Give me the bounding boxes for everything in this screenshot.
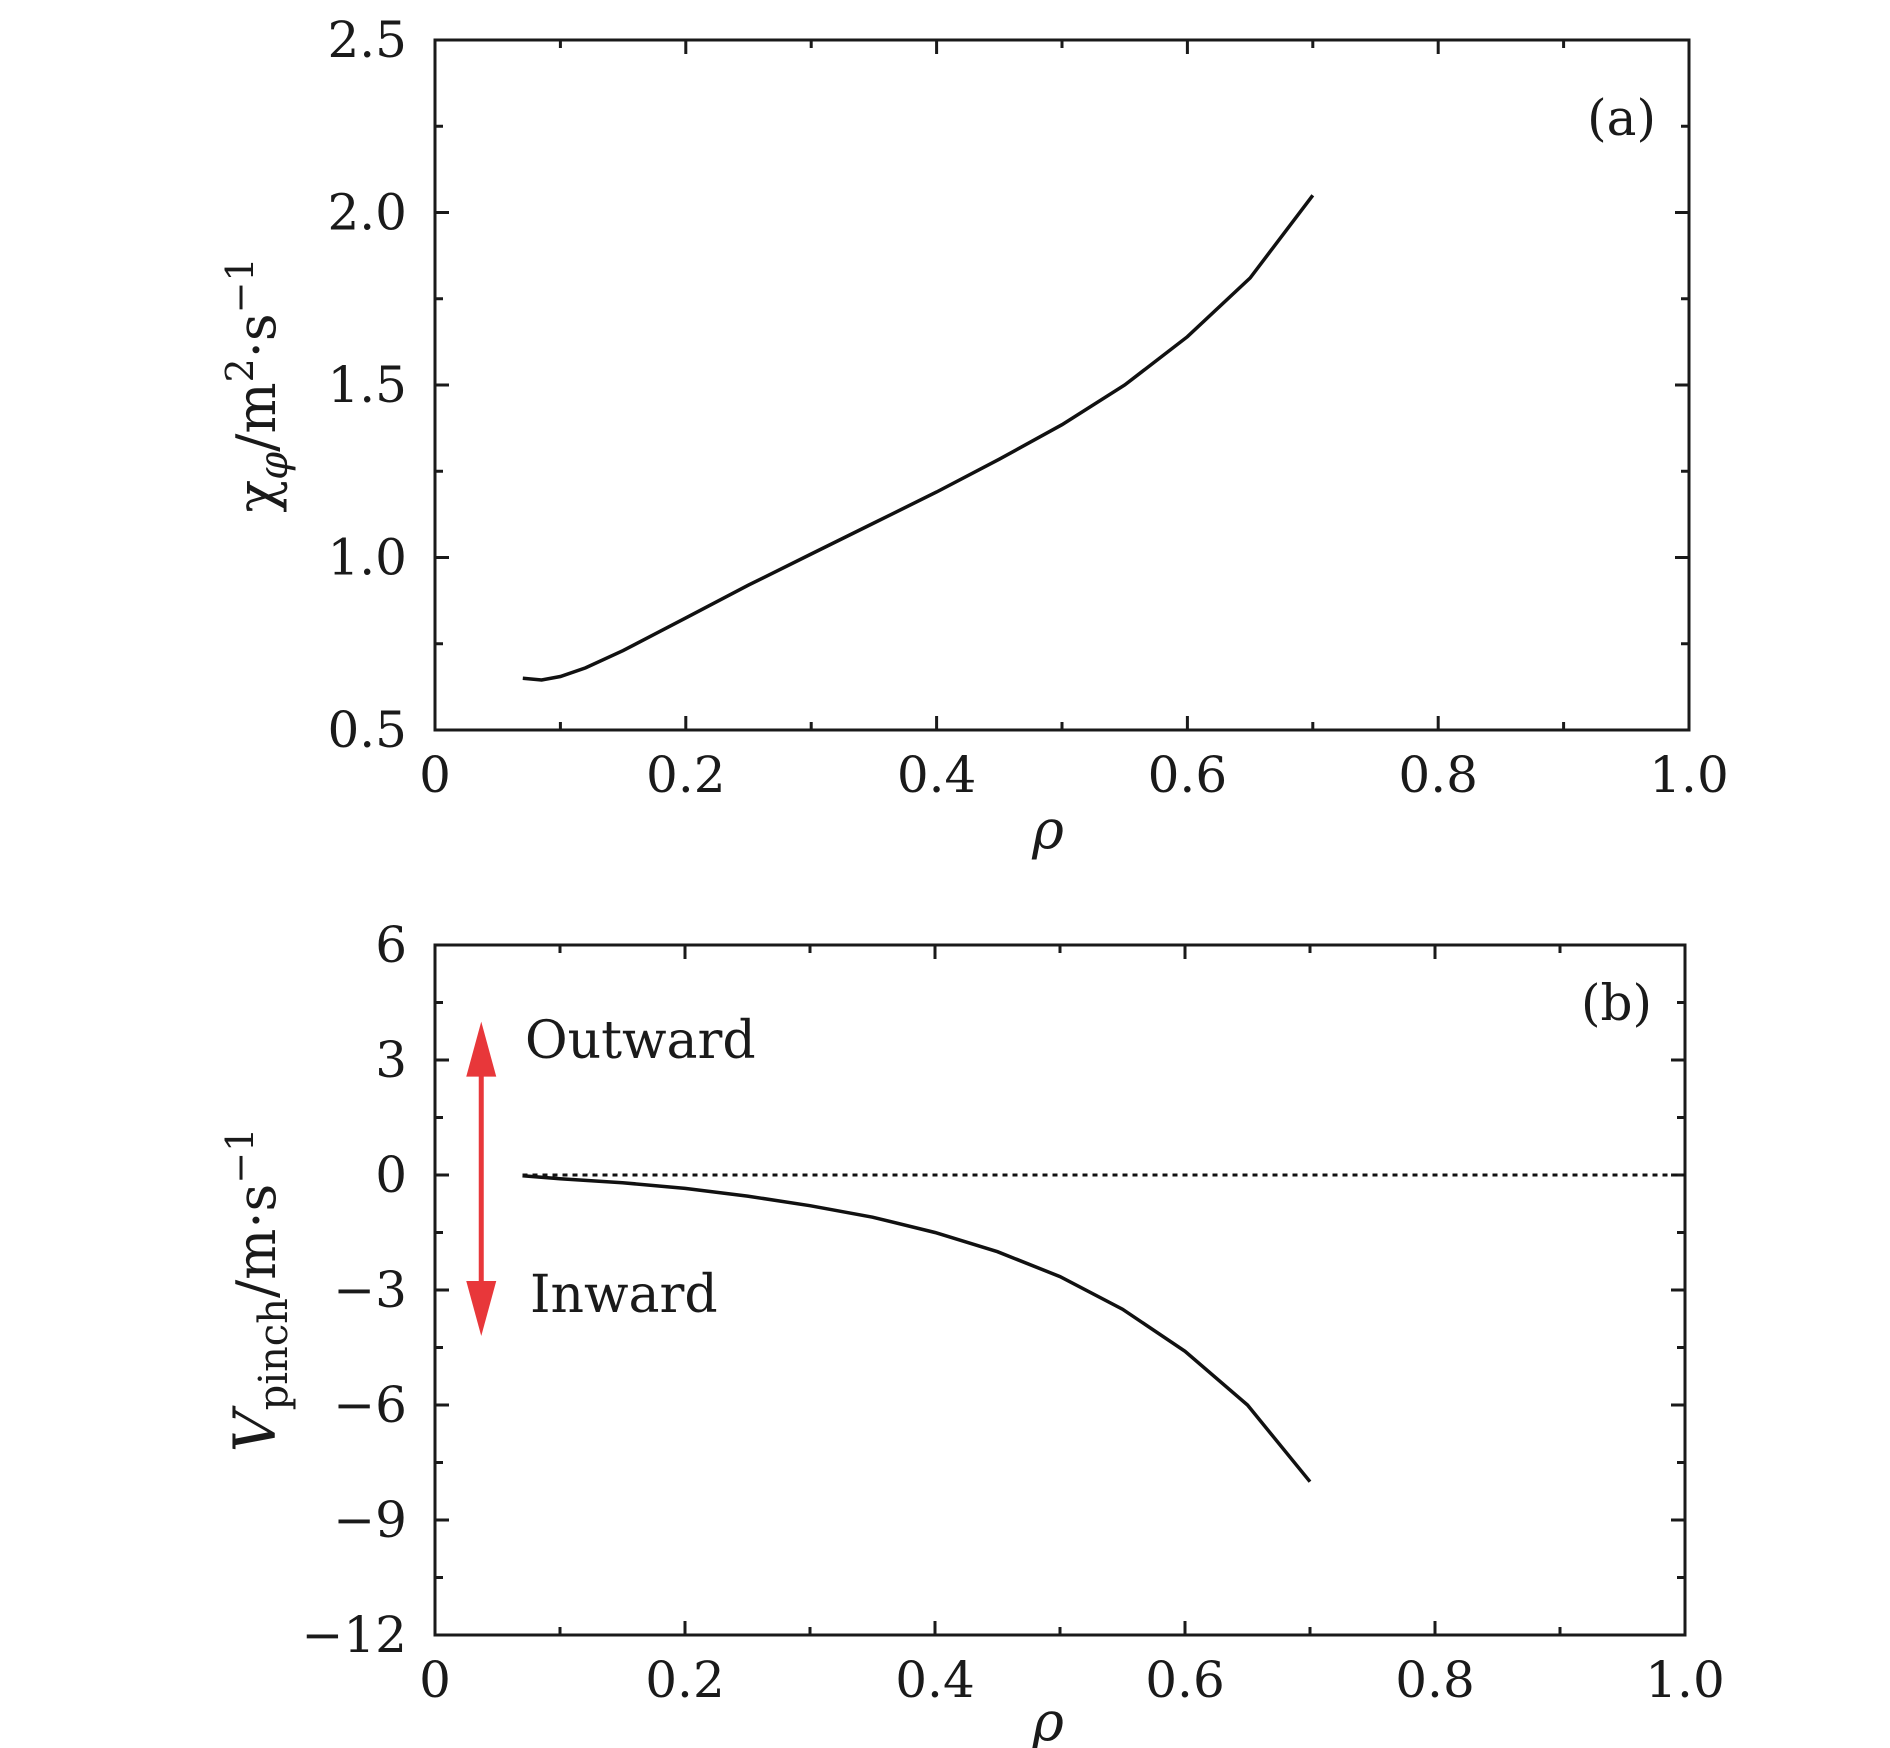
- panel-a-ylabel-unit-tail-sup: −1: [218, 257, 262, 313]
- panel-a-chi-curve: [522, 194, 1315, 682]
- panel-b-ylabel-sub: pinch: [251, 1298, 297, 1410]
- outward-label: Outward: [525, 1011, 756, 1071]
- panel-b-x-tick-label: 0.2: [645, 1651, 725, 1709]
- panel-b-x-axis-label: ρ: [1031, 1690, 1064, 1748]
- panel-b-pinch-curve: [522, 1174, 1312, 1483]
- panel-a-ylabel-main: χ: [225, 480, 288, 513]
- panel-b-tag: (b): [1581, 974, 1652, 1032]
- panel-a: 0 0.2 0.4 0.6 0.8 1.0 0.5 1.0 1.5 2.0 2.5 (a) ρ χ…: [218, 11, 1729, 861]
- panel-b-y-tick-label: −6: [333, 1376, 407, 1434]
- panel-a-tag: (a): [1587, 89, 1656, 147]
- panel-a-y-tick-label: 1.0: [327, 529, 407, 587]
- panel-a-x-tick-label: 0.4: [897, 746, 977, 804]
- arrow-head-down-icon: [466, 1281, 497, 1336]
- panel-a-y-tick-label: 2.5: [327, 11, 407, 69]
- panel-b-x-tick-label: 0.8: [1395, 1651, 1475, 1709]
- panel-b-x-tick-label: 0: [419, 1651, 451, 1709]
- panel-b-y-tick-label: −9: [333, 1491, 407, 1549]
- panel-a-y-axis-label: χφ/m2·s−1: [218, 257, 297, 512]
- panel-b-y-tick-label: 0: [375, 1146, 407, 1204]
- panel-b-y-tick-label: −3: [333, 1261, 407, 1319]
- panel-b: 0 0.2 0.4 0.6 0.8 1.0 −12 −9 −6 −3 0 3 6 Outward In…: [218, 916, 1725, 1748]
- panel-b-x-tick-labels: 0 0.2 0.4 0.6 0.8 1.0: [419, 1651, 1725, 1709]
- panel-b-x-tick-label: 1.0: [1645, 1651, 1725, 1709]
- panel-a-x-tick-label: 0.2: [646, 746, 726, 804]
- panel-b-y-tick-label: 6: [375, 916, 407, 974]
- panel-a-frame: [433, 38, 1691, 732]
- panel-b-x-tick-label: 0.4: [895, 1651, 975, 1709]
- panel-a-x-tick-label: 0: [419, 746, 451, 804]
- panel-b-ylabel-unit-sup: −1: [218, 1128, 262, 1184]
- panel-a-y-tick-label: 0.5: [327, 701, 407, 759]
- panel-a-ylabel-unit-tail: ·s: [225, 313, 288, 358]
- panel-b-y-tick-label: 3: [375, 1031, 407, 1089]
- panel-b-direction-arrow: [466, 1021, 497, 1336]
- panel-a-ylabel-unit: /m: [225, 382, 288, 451]
- panel-a-x-tick-label: 1.0: [1649, 746, 1729, 804]
- panel-a-y-tick-labels: 0.5 1.0 1.5 2.0 2.5: [327, 11, 407, 759]
- panel-b-x-tick-label: 0.6: [1145, 1651, 1225, 1709]
- panel-a-ticks: [433, 38, 1691, 732]
- panel-b-ticks: [433, 943, 1687, 1637]
- panel-a-ylabel-sub: φ: [251, 452, 297, 480]
- panel-a-y-tick-label: 2.0: [327, 184, 407, 242]
- panel-a-y-tick-label: 1.5: [327, 356, 407, 414]
- panel-a-x-axis-label: ρ: [1031, 798, 1064, 861]
- panel-a-ylabel-unit-sup: 2: [218, 358, 262, 382]
- panel-b-ylabel-unit: /m·s: [225, 1184, 288, 1298]
- panel-b-ylabel-main: V: [221, 1405, 289, 1452]
- arrow-head-up-icon: [466, 1021, 497, 1077]
- panel-a-x-tick-label: 0.6: [1148, 746, 1228, 804]
- panel-a-x-tick-label: 0.8: [1398, 746, 1478, 804]
- panel-b-y-axis-label: Vpinch/m·s−1: [218, 1128, 297, 1453]
- inward-label: Inward: [530, 1265, 718, 1325]
- panel-a-x-tick-labels: 0 0.2 0.4 0.6 0.8 1.0: [419, 746, 1729, 804]
- panel-b-y-tick-labels: −12 −9 −6 −3 0 3 6: [301, 916, 407, 1664]
- panel-b-y-tick-label: −12: [301, 1606, 407, 1664]
